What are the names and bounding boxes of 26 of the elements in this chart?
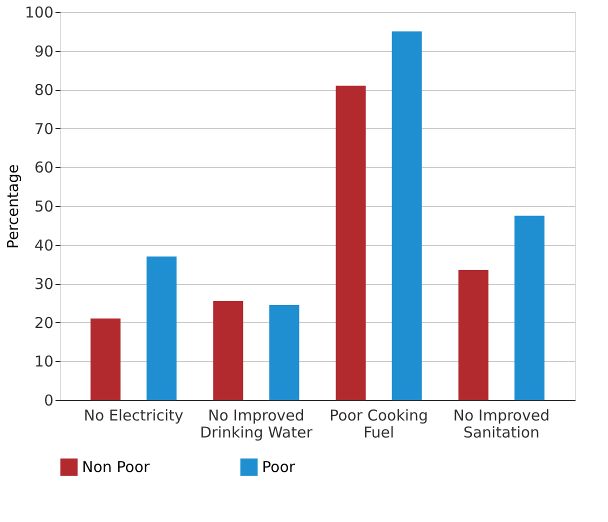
y-tick-label: 70 [34, 120, 54, 138]
y-tick-label: 0 [44, 392, 54, 410]
bar [514, 216, 544, 400]
bar [458, 270, 488, 400]
legend-label: Non Poor [82, 458, 151, 476]
bar [90, 318, 121, 400]
bar [269, 304, 300, 400]
x-tick-label: Poor Cooking Fuel [330, 406, 428, 442]
y-axis-title: Percentage [4, 164, 22, 249]
bar [392, 31, 422, 400]
y-tick-label: 90 [34, 42, 54, 60]
y-tick-label: 80 [34, 81, 54, 100]
y-tick-label: 20 [34, 314, 54, 332]
y-tick-label: 10 [34, 352, 54, 371]
y-tick-label: 60 [34, 158, 54, 177]
legend-label: Poor [262, 458, 296, 476]
y-tick-label: 50 [34, 198, 54, 216]
x-tick-label: No Electricity [84, 406, 184, 424]
y-tick-label: 40 [34, 236, 54, 254]
y-tick-label: 30 [34, 275, 54, 294]
y-tick-label: 100 [24, 4, 54, 22]
x-tick-label: No Improved Drinking Water [200, 406, 314, 442]
bar [146, 256, 177, 400]
bar [336, 86, 366, 400]
bar [213, 301, 244, 400]
x-tick-label: No Improved Sanitation [453, 406, 550, 442]
